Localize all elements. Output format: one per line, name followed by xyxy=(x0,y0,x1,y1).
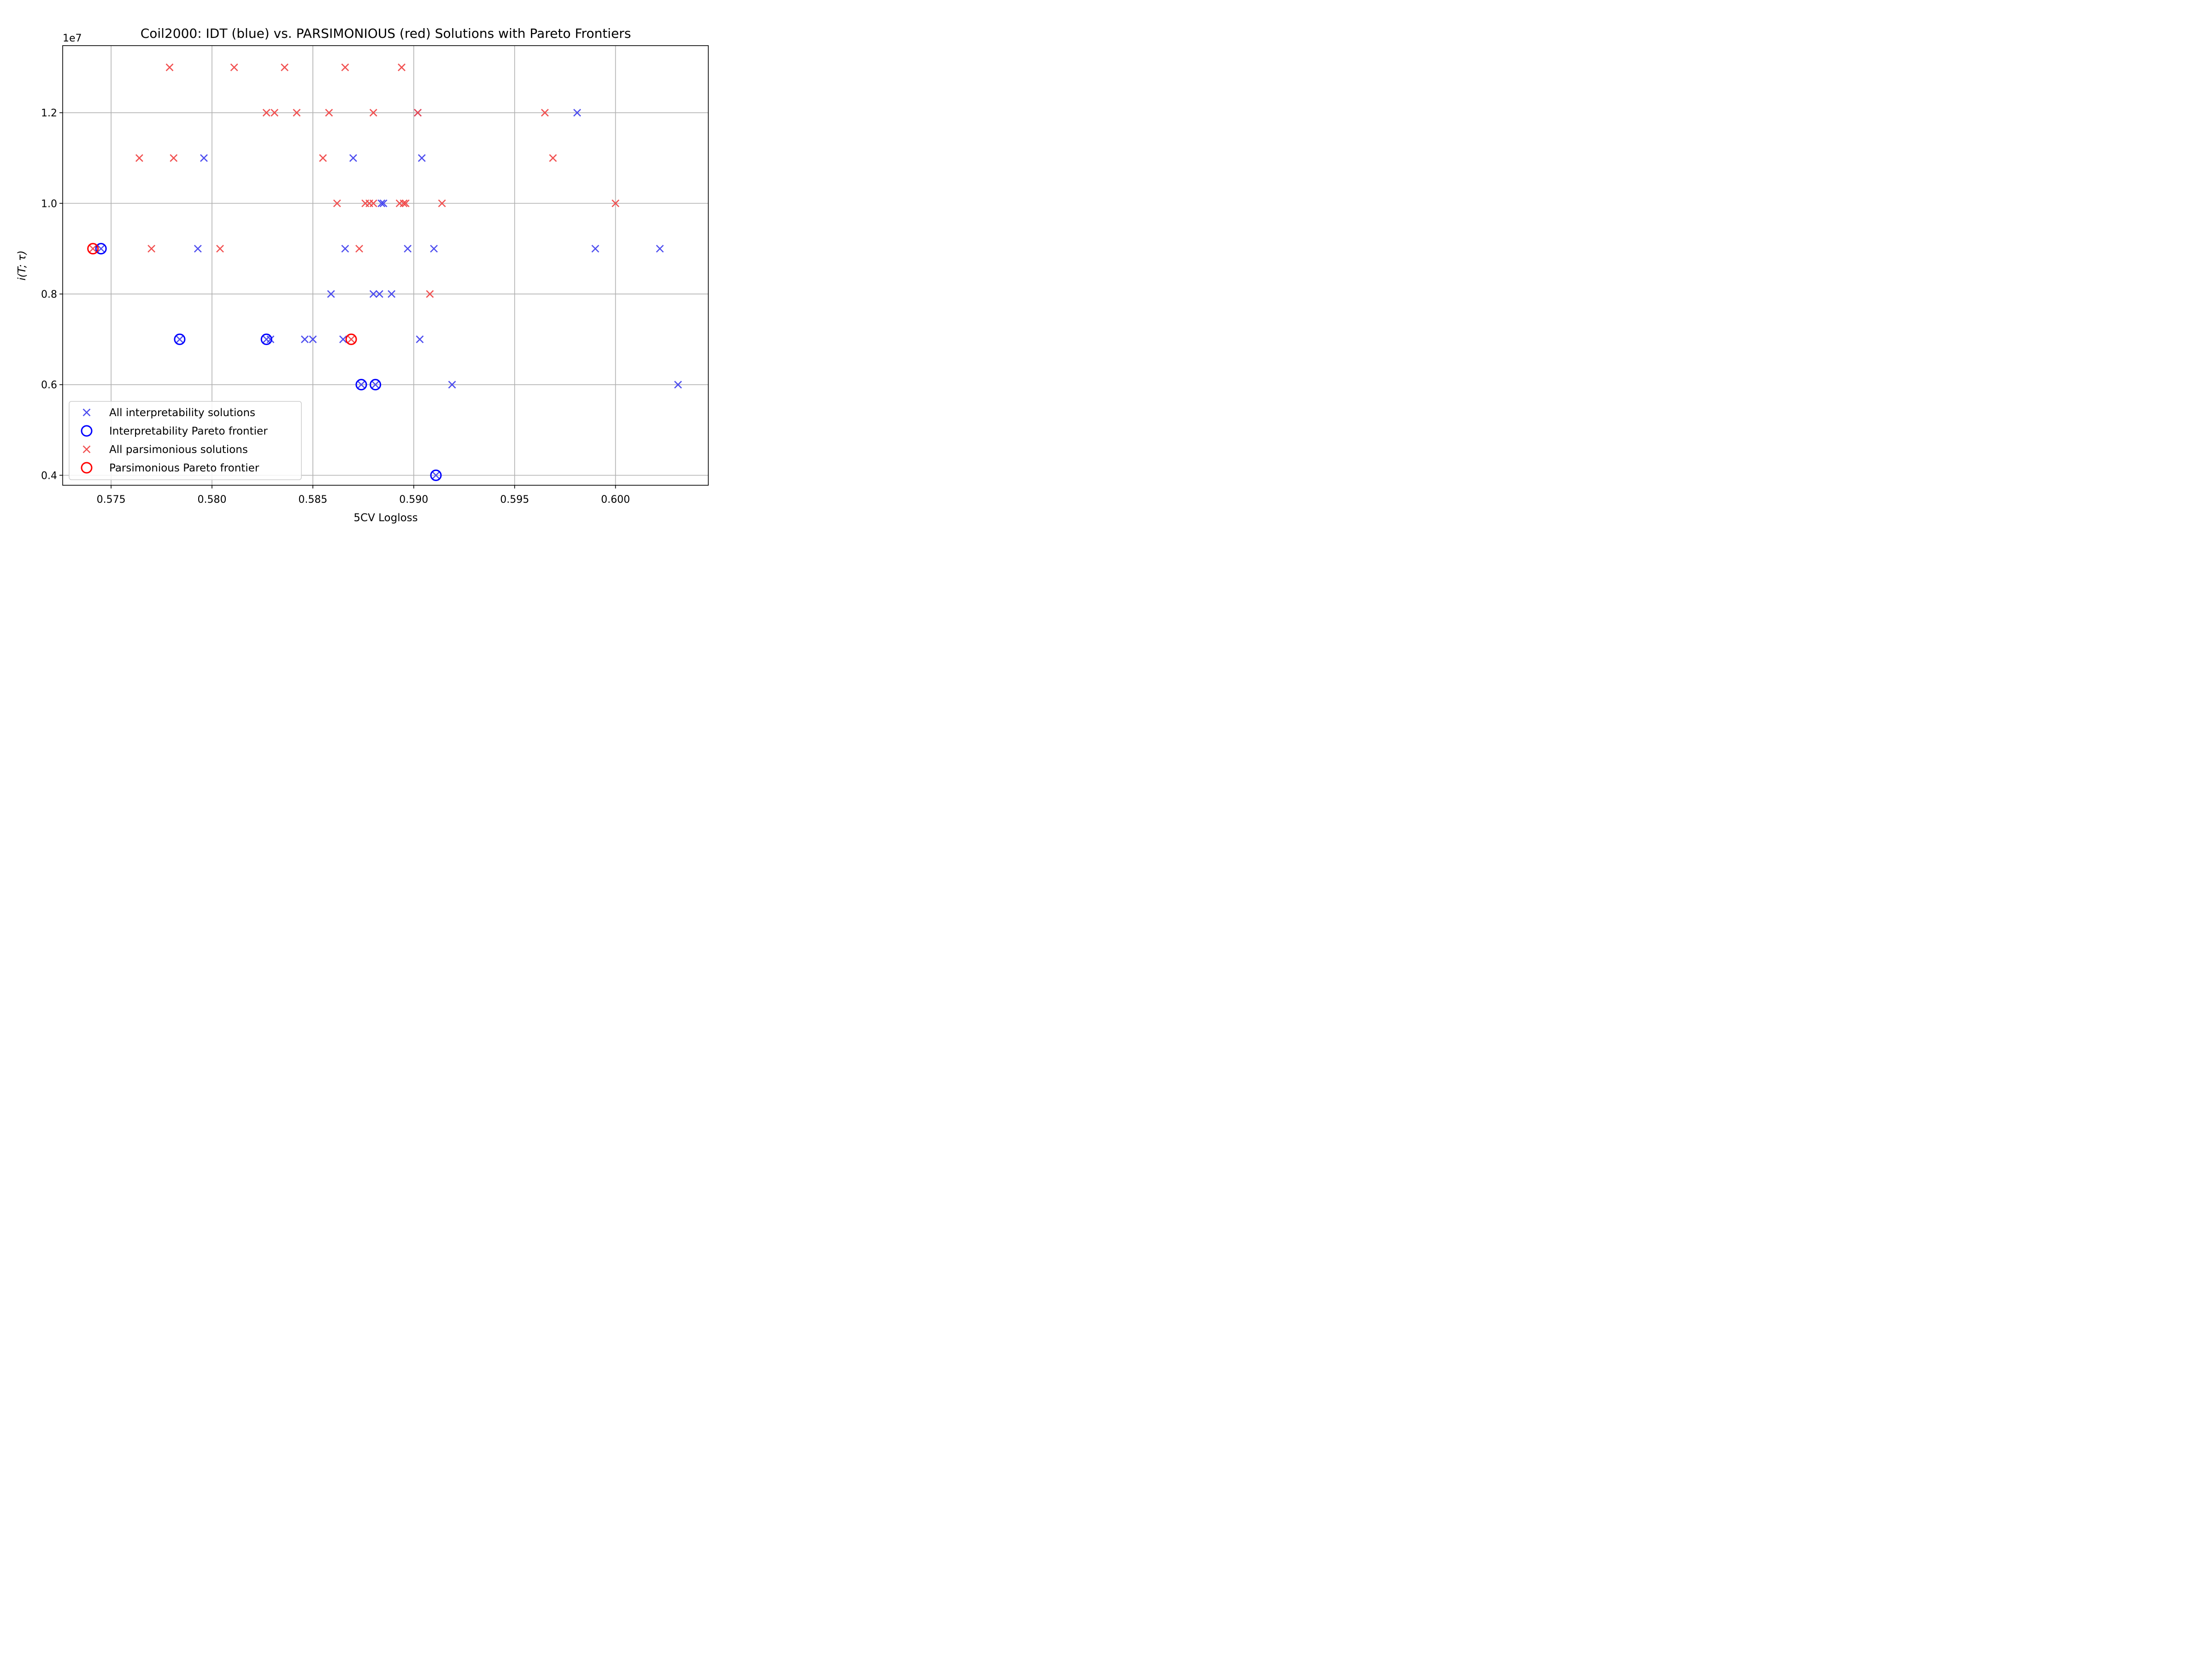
interpretability-pareto-marker xyxy=(355,379,367,391)
interpretability-point xyxy=(430,245,438,253)
parsimonious-point xyxy=(369,199,377,207)
interpretability-point xyxy=(377,199,386,207)
grid-lines xyxy=(63,46,708,485)
interpretability-point xyxy=(388,290,396,298)
interpretability-point xyxy=(309,335,317,343)
interpretability-point xyxy=(379,199,388,207)
legend-marker xyxy=(82,408,91,417)
interpretability-point xyxy=(674,381,682,389)
parsimonious-point xyxy=(325,109,333,117)
x-tick-label: 0.575 xyxy=(97,494,126,506)
parsimonious-point xyxy=(147,245,156,253)
interpretability-point xyxy=(349,154,357,162)
parsimonious-pareto-marker xyxy=(87,243,99,255)
y-tick-label: 0.6 xyxy=(41,380,57,391)
interpretability-pareto-marker xyxy=(95,243,107,255)
legend-marker xyxy=(82,445,91,453)
parsimonious-pareto-marker xyxy=(345,333,357,345)
parsimonious-point xyxy=(319,154,327,162)
chart-title: Coil2000: IDT (blue) vs. PARSIMONIOUS (r… xyxy=(141,26,631,41)
x-tick-label: 0.600 xyxy=(601,494,630,506)
scatter-chart: 0.575 0.580 0.585 0.590 0.595 0.600 0.4 0.6 0.8… xyxy=(0,0,720,540)
interpretability-point xyxy=(418,154,426,162)
series-3 xyxy=(87,243,357,345)
x-axis-label: 5CV Logloss xyxy=(353,512,418,524)
y-tick-label: 0.4 xyxy=(41,470,57,482)
interpretability-point xyxy=(416,335,424,343)
x-tick-label: 0.595 xyxy=(500,494,529,506)
parsimonious-point xyxy=(400,199,408,207)
parsimonious-point xyxy=(355,245,364,253)
x-tick-label: 0.585 xyxy=(298,494,327,506)
parsimonious-point xyxy=(369,109,377,117)
interpretability-point xyxy=(176,335,184,343)
interpretability-pareto-marker xyxy=(260,333,272,345)
parsimonious-point xyxy=(135,154,143,162)
parsimonious-point xyxy=(216,245,224,253)
interpretability-point xyxy=(432,471,440,479)
legend-label: Interpretability Pareto frontier xyxy=(109,425,268,437)
parsimonious-point xyxy=(414,109,422,117)
interpretability-point xyxy=(194,245,202,253)
x-tick-label: 0.590 xyxy=(399,494,428,506)
interpretability-point xyxy=(327,290,335,298)
series-0 xyxy=(97,109,682,479)
y-tick-label: 1.2 xyxy=(41,108,57,119)
interpretability-point xyxy=(369,290,377,298)
interpretability-pareto-marker xyxy=(430,469,442,481)
interpretability-point xyxy=(266,335,275,343)
parsimonious-point xyxy=(347,335,355,343)
legend-label: All interpretability solutions xyxy=(109,407,255,419)
series-1 xyxy=(95,243,442,481)
y-offset-text: 1e7 xyxy=(63,33,82,44)
x-tick-label: 0.580 xyxy=(197,494,226,506)
interpretability-point xyxy=(448,381,456,389)
parsimonious-point xyxy=(230,63,238,71)
parsimonious-point xyxy=(438,199,446,207)
parsimonious-point xyxy=(271,109,279,117)
interpretability-point xyxy=(371,381,380,389)
parsimonious-point xyxy=(293,109,301,117)
y-axis-ticks: 0.4 0.6 0.8 1.0 1.2 xyxy=(41,108,63,482)
parsimonious-point xyxy=(170,154,178,162)
parsimonious-point xyxy=(612,199,620,207)
interpretability-point xyxy=(375,290,383,298)
interpretability-point xyxy=(357,381,365,389)
parsimonious-point xyxy=(165,63,174,71)
parsimonious-point xyxy=(89,245,97,253)
y-tick-label: 0.8 xyxy=(41,289,57,300)
interpretability-point xyxy=(339,335,347,343)
interpretability-point xyxy=(573,109,581,117)
x-axis-ticks: 0.575 0.580 0.585 0.590 0.595 0.600 xyxy=(97,485,630,506)
legend-marker xyxy=(81,462,93,474)
parsimonious-point xyxy=(262,109,271,117)
interpretability-point xyxy=(200,154,208,162)
parsimonious-point xyxy=(333,199,341,207)
y-axis-label: i(T; τ) xyxy=(16,250,28,280)
plot-frame xyxy=(62,45,709,486)
interpretability-pareto-marker xyxy=(370,379,382,391)
interpretability-point xyxy=(341,245,349,253)
interpretability-point xyxy=(656,245,664,253)
interpretability-point xyxy=(300,335,309,343)
interpretability-point xyxy=(404,245,412,253)
parsimonious-point xyxy=(401,199,410,207)
parsimonious-point xyxy=(281,63,289,71)
parsimonious-point xyxy=(426,290,434,298)
parsimonious-point xyxy=(549,154,557,162)
plot-marks xyxy=(87,63,682,481)
legend: All interpretability solutions Interpreta… xyxy=(69,401,302,480)
interpretability-pareto-marker xyxy=(174,333,186,345)
interpretability-point xyxy=(97,245,105,253)
parsimonious-point xyxy=(341,63,349,71)
series-2 xyxy=(89,63,620,343)
legend-label: All parsimonious solutions xyxy=(109,444,248,456)
interpretability-point xyxy=(591,245,600,253)
legend-marker xyxy=(81,425,93,437)
y-tick-label: 1.0 xyxy=(41,198,57,210)
parsimonious-point xyxy=(398,63,406,71)
legend-label: Parsimonious Pareto frontier xyxy=(109,462,259,474)
legend-box xyxy=(69,401,302,480)
parsimonious-point xyxy=(541,109,549,117)
